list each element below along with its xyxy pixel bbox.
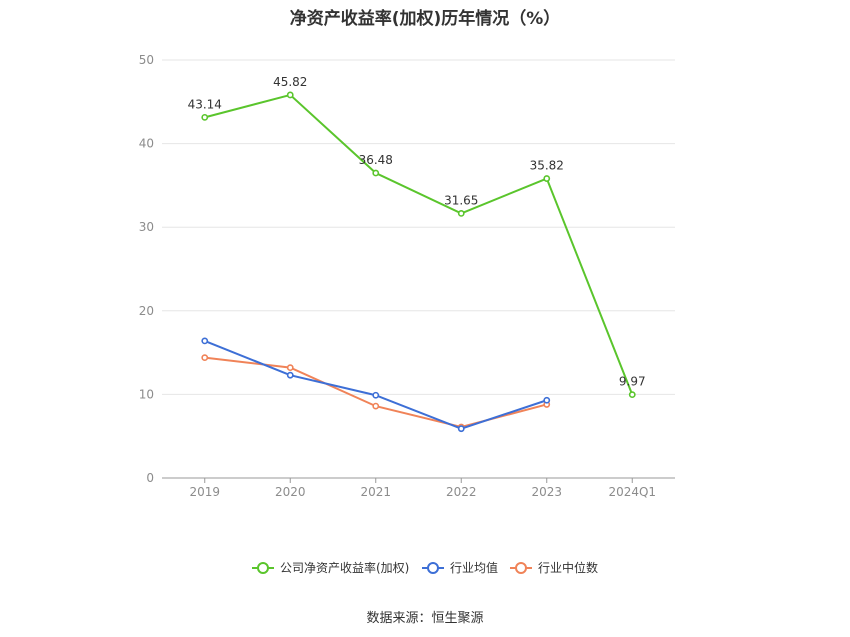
series-lines <box>201 91 636 433</box>
legend-item[interactable]: 公司净资产收益率(加权) <box>252 560 409 575</box>
legend-swatch-marker <box>515 562 527 574</box>
legend-label: 公司净资产收益率(加权) <box>280 560 409 575</box>
x-tick-label: 2021 <box>360 485 391 499</box>
legend-swatch-marker <box>257 562 269 574</box>
x-tick-label: 2022 <box>446 485 477 499</box>
data-label: 43.14 <box>188 97 222 111</box>
x-tick-label: 2023 <box>531 485 562 499</box>
x-tick-label: 2020 <box>275 485 306 499</box>
data-point[interactable] <box>201 354 209 362</box>
data-point[interactable] <box>372 402 380 410</box>
data-label: 36.48 <box>359 153 393 167</box>
series-line <box>204 339 548 430</box>
data-point[interactable] <box>628 391 636 399</box>
data-labels: 43.14 45.82 36.48 31.65 35.82 9.97 <box>188 75 646 389</box>
data-label: 35.82 <box>530 159 564 173</box>
data-point[interactable] <box>372 169 380 177</box>
legend-item[interactable]: 行业中位数 <box>510 560 598 575</box>
data-point[interactable] <box>372 391 380 399</box>
chart-title: 净资产收益率(加权)历年情况（%） <box>289 9 561 29</box>
y-axis-ticks: 0 10 20 30 40 50 <box>139 53 154 485</box>
y-tick-label: 20 <box>139 304 154 318</box>
x-axis: 2019 2020 2021 2022 2023 2024Q1 <box>162 477 675 499</box>
y-tick-label: 40 <box>139 137 154 151</box>
legend-label: 行业均值 <box>450 560 498 575</box>
legend: 公司净资产收益率(加权) 行业均值 行业中位数 <box>252 560 598 575</box>
data-point[interactable] <box>286 91 294 99</box>
data-point[interactable] <box>457 210 465 217</box>
gridlines <box>162 59 675 395</box>
legend-label: 行业中位数 <box>538 560 598 575</box>
data-point[interactable] <box>201 113 209 121</box>
data-label: 45.82 <box>273 75 307 89</box>
data-point[interactable] <box>457 425 465 433</box>
data-label: 9.97 <box>619 375 646 389</box>
y-tick-label: 10 <box>139 387 154 401</box>
data-point[interactable] <box>543 396 551 404</box>
legend-item[interactable]: 行业均值 <box>422 560 498 575</box>
data-point[interactable] <box>543 175 551 182</box>
legend-swatch-marker <box>427 562 439 574</box>
series-line <box>204 93 634 396</box>
data-point[interactable] <box>201 337 209 345</box>
x-tick-label: 2024Q1 <box>608 485 656 499</box>
data-point[interactable] <box>286 371 294 379</box>
y-tick-label: 0 <box>146 471 154 485</box>
data-label: 31.65 <box>444 193 478 207</box>
y-tick-label: 30 <box>139 220 154 234</box>
source-note: 数据来源：恒生聚源 <box>366 611 484 626</box>
y-tick-label: 50 <box>139 53 154 67</box>
data-point[interactable] <box>286 364 294 372</box>
x-tick-label: 2019 <box>189 485 220 499</box>
